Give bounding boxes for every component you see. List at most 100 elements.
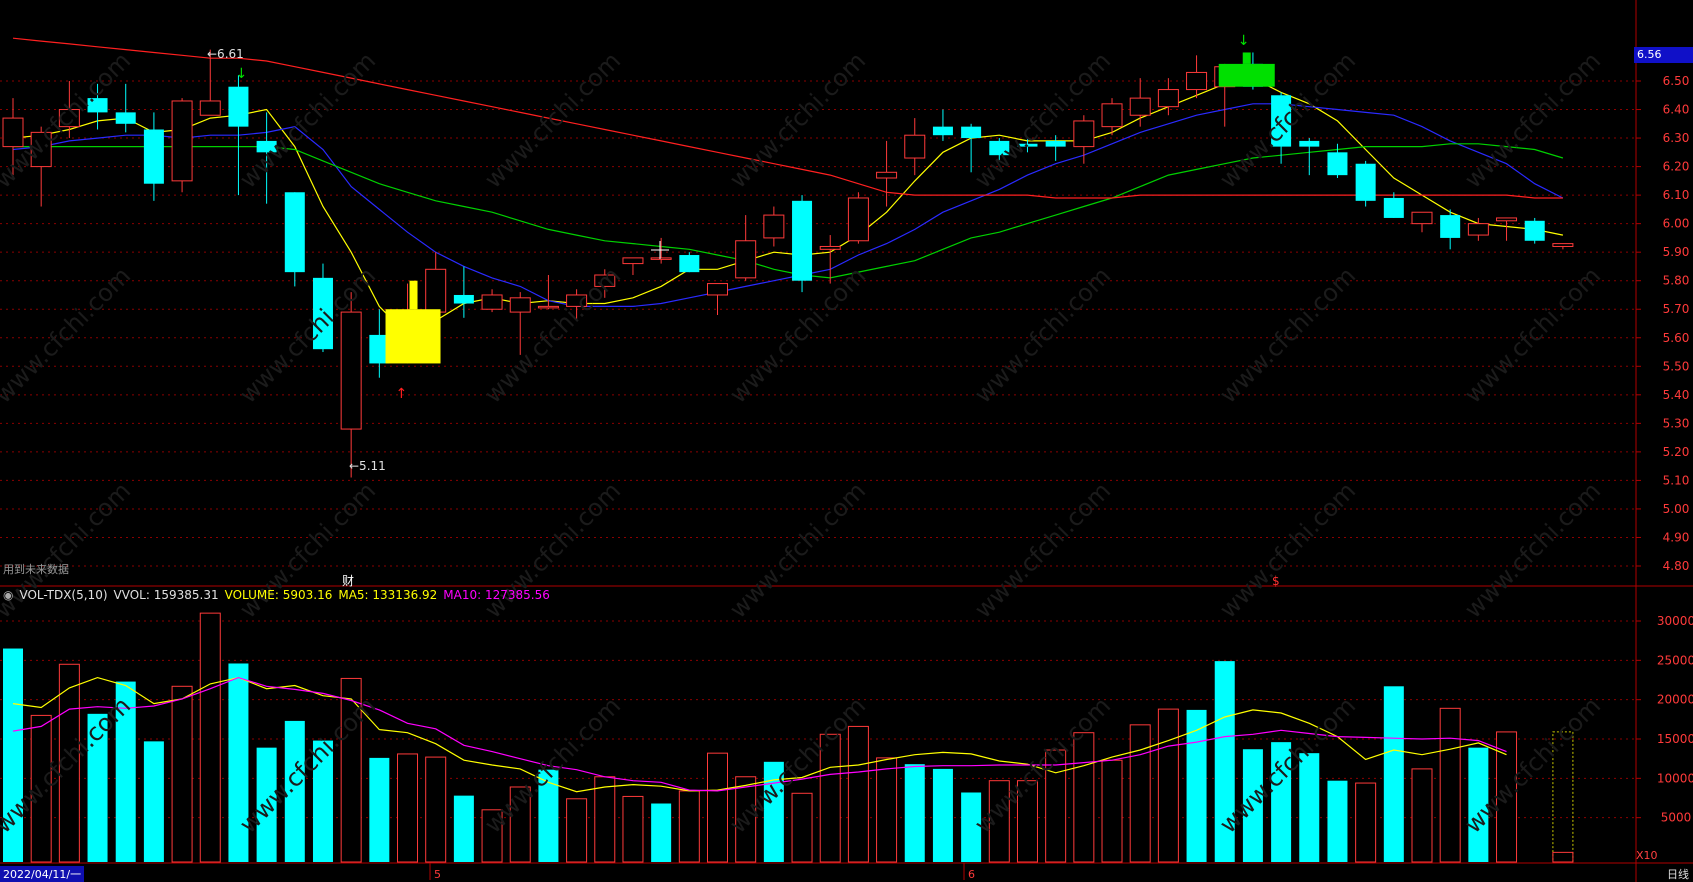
volume-bar xyxy=(961,792,982,862)
watermark: www.cfchi.com xyxy=(1214,477,1361,624)
candle-body xyxy=(819,245,841,250)
volume-bar xyxy=(1271,742,1292,862)
candle-body xyxy=(763,214,785,239)
candle-body xyxy=(707,283,728,296)
highlight-block-green-top xyxy=(1242,52,1251,64)
last-price-badge: 6.56 xyxy=(1634,47,1693,63)
period-label[interactable]: 日线 xyxy=(1667,868,1689,881)
high-price-annotation: ←6.61 xyxy=(207,47,244,61)
volume-bar xyxy=(171,685,193,863)
candle-body xyxy=(199,100,221,116)
price-tick-label: 6.00 xyxy=(1663,217,1690,231)
candle-body xyxy=(171,100,193,182)
volume-indicator-name[interactable]: VOL-TDX(5,10) xyxy=(19,588,108,602)
candle-body xyxy=(228,86,249,127)
buy-arrow-icon: ↑ xyxy=(396,386,408,402)
volume-bar xyxy=(143,741,164,862)
candle-body xyxy=(1355,163,1376,201)
price-ma10-line xyxy=(12,103,1564,307)
volume-bar xyxy=(3,648,23,862)
volume-bar xyxy=(791,792,813,863)
volume-bar xyxy=(1045,749,1067,863)
volume-tick-label: 20000 xyxy=(1657,693,1693,707)
volume-tick-label: 30000 xyxy=(1657,614,1693,628)
price-tick-label: 5.20 xyxy=(1663,445,1690,459)
candle-body xyxy=(284,192,305,273)
volume-ma5-line xyxy=(12,676,1507,793)
volume-bar xyxy=(115,681,136,862)
candle-body xyxy=(115,112,136,124)
sell-arrow-icon: ↓ xyxy=(235,66,247,82)
volume-bar xyxy=(30,714,52,863)
volume-bar xyxy=(481,809,503,863)
candle-body xyxy=(1552,243,1574,247)
price-tick-label: 5.00 xyxy=(1663,502,1690,516)
highlight-block-green xyxy=(1218,63,1275,87)
volume-bar xyxy=(1016,780,1038,863)
volume-bar xyxy=(988,780,1010,863)
watermark: www.cfchi.com xyxy=(969,477,1116,624)
candle-body xyxy=(989,140,1010,156)
price-tick-label: 5.80 xyxy=(1663,274,1690,288)
price-tick-label: 4.90 xyxy=(1663,530,1690,544)
volume-bar xyxy=(847,725,869,863)
candle-body xyxy=(594,274,616,287)
volume-bar-current-small xyxy=(1552,851,1574,863)
candle-body xyxy=(1073,120,1095,148)
volume-bar xyxy=(1299,753,1320,862)
watermark: www.cfchi.com xyxy=(0,262,136,409)
price-tick-label: 6.20 xyxy=(1663,160,1690,174)
watermark: www.cfchi.com xyxy=(1214,262,1361,409)
price-tick-label: 5.70 xyxy=(1663,302,1690,316)
candle-body xyxy=(876,171,898,179)
price-tick-label: 5.60 xyxy=(1663,331,1690,345)
volume-bar xyxy=(199,612,221,863)
volume-bar xyxy=(735,776,757,863)
candle-body xyxy=(256,140,277,153)
volume-value: VOLUME: 5903.16 xyxy=(224,588,333,602)
candle-body xyxy=(1157,89,1179,108)
volume-tick-label: 25000 xyxy=(1657,653,1693,667)
watermark: www.cfchi.com xyxy=(724,47,871,194)
candle-body xyxy=(679,255,700,273)
watermark: www.cfchi.com xyxy=(479,47,626,194)
volume-bar xyxy=(312,740,333,862)
price-tick-label: 5.50 xyxy=(1663,359,1690,373)
candle-body xyxy=(1383,197,1404,218)
volume-bar xyxy=(369,757,390,862)
candle-body xyxy=(30,131,52,168)
volume-bar xyxy=(284,720,305,862)
volume-bar xyxy=(340,677,362,863)
price-tick-label: 5.10 xyxy=(1663,473,1690,487)
candle-body xyxy=(566,294,588,307)
candle-body xyxy=(1045,140,1066,147)
volume-bar xyxy=(1355,782,1377,863)
price-tick-label: 6.50 xyxy=(1663,74,1690,88)
volume-bar xyxy=(1157,708,1179,863)
candle-body xyxy=(1327,152,1348,176)
watermark: www.cfchi.com xyxy=(1459,262,1606,409)
volume-bar xyxy=(1439,707,1461,863)
volume-bar xyxy=(87,713,108,862)
sell-arrow-icon: ↓ xyxy=(1238,33,1250,49)
volume-bar xyxy=(1496,731,1518,863)
volume-bar xyxy=(1468,747,1489,862)
event-marker-s: $ xyxy=(1272,574,1280,588)
price-tick-label: 6.10 xyxy=(1663,188,1690,202)
volume-bar xyxy=(566,798,588,863)
volume-bar xyxy=(58,663,80,863)
price-ma60-line xyxy=(12,37,1563,199)
volume-bar xyxy=(1073,732,1095,863)
volume-bar xyxy=(651,803,672,862)
volume-bar xyxy=(397,753,419,863)
watermark: www.cfchi.com xyxy=(724,477,871,624)
volume-bar xyxy=(1242,749,1263,862)
volume-bar xyxy=(1101,759,1123,863)
price-ma5-line xyxy=(12,77,1564,336)
collapse-icon[interactable]: ◉ xyxy=(3,588,14,602)
low-price-annotation: ←5.11 xyxy=(349,459,386,473)
candle-body xyxy=(87,98,108,113)
candle-body xyxy=(1017,143,1038,147)
candle-body xyxy=(509,297,531,313)
